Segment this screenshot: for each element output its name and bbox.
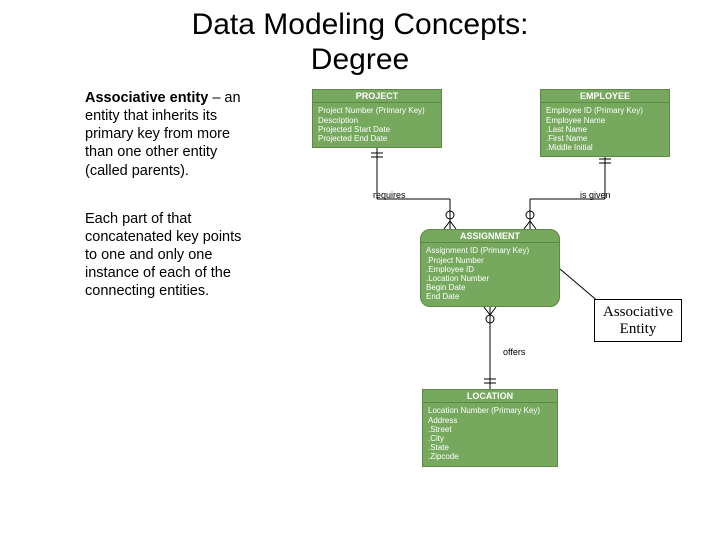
callout-associative-entity: Associative Entity <box>594 299 682 342</box>
entity-project-attr: Projected End Date <box>318 134 436 143</box>
entity-project-attr: Description <box>318 116 436 125</box>
entity-project-attr: Project Number (Primary Key) <box>318 106 436 115</box>
entity-assignment-attr: End Date <box>426 292 554 301</box>
entity-employee-attr: .First Name <box>546 134 664 143</box>
entity-location-attr: .Zipcode <box>428 452 552 461</box>
entity-assignment: ASSIGNMENTAssignment ID (Primary Key).Pr… <box>420 229 560 307</box>
entity-employee-body: Employee ID (Primary Key)Employee Name.L… <box>541 103 669 156</box>
entity-project: PROJECTProject Number (Primary Key)Descr… <box>312 89 442 148</box>
content-row: Associative entity – an entity that inhe… <box>0 81 720 509</box>
entity-employee-attr: .Middle Initial <box>546 143 664 152</box>
paragraph-1: Associative entity – an entity that inhe… <box>85 89 250 180</box>
para1-bold: Associative entity <box>85 90 208 106</box>
entity-location-title: LOCATION <box>423 390 557 403</box>
title-line2: Degree <box>311 43 409 76</box>
entity-assignment-title: ASSIGNMENT <box>421 230 559 243</box>
entity-project-attr: Projected Start Date <box>318 125 436 134</box>
entity-employee-attr: .Last Name <box>546 125 664 134</box>
entity-assignment-attr: .Employee ID <box>426 265 554 274</box>
entity-location-attr: Location Number (Primary Key) <box>428 406 552 415</box>
entity-assignment-body: Assignment ID (Primary Key).Project Numb… <box>421 243 559 305</box>
entity-assignment-attr: Begin Date <box>426 283 554 292</box>
entity-employee-title: EMPLOYEE <box>541 90 669 103</box>
entity-location-attr: Address <box>428 416 552 425</box>
entity-assignment-attr: Assignment ID (Primary Key) <box>426 246 554 255</box>
entity-employee-attr: Employee ID (Primary Key) <box>546 106 664 115</box>
entity-assignment-attr: .Location Number <box>426 274 554 283</box>
entity-employee: EMPLOYEEEmployee ID (Primary Key)Employe… <box>540 89 670 157</box>
entity-project-body: Project Number (Primary Key)DescriptionP… <box>313 103 441 147</box>
entity-employee-attr: Employee Name <box>546 116 664 125</box>
entity-location-attr: .State <box>428 443 552 452</box>
entity-assignment-attr: .Project Number <box>426 256 554 265</box>
diagram-area: PROJECTProject Number (Primary Key)Descr… <box>250 89 720 509</box>
entity-location-body: Location Number (Primary Key)Address.Str… <box>423 403 557 465</box>
page-title: Data Modeling Concepts: Degree <box>0 0 720 81</box>
entity-location-attr: .Street <box>428 425 552 434</box>
callout-line1: Associative <box>603 304 673 320</box>
entity-location-attr: .City <box>428 434 552 443</box>
rel-requires: requires <box>373 190 406 200</box>
entity-project-title: PROJECT <box>313 90 441 103</box>
paragraph-2: Each part of that concatenated key point… <box>85 210 250 301</box>
entity-location: LOCATIONLocation Number (Primary Key)Add… <box>422 389 558 467</box>
title-line1: Data Modeling Concepts: <box>192 8 529 41</box>
left-text-column: Associative entity – an entity that inhe… <box>0 89 250 509</box>
rel-offers: offers <box>503 347 525 357</box>
callout-line2: Entity <box>620 321 657 337</box>
rel-is-given: is given <box>580 190 611 200</box>
